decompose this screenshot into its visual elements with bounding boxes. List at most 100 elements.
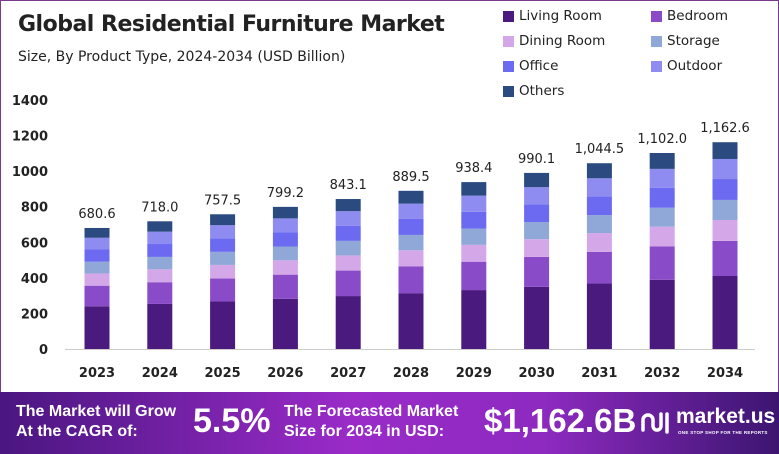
bar-segment-bedroom [272, 274, 298, 299]
y-tick-label: 1000 [12, 165, 48, 180]
bar-segment-outdoor [272, 218, 298, 233]
cagr-label: The Market will Grow At the CAGR of: [16, 402, 176, 442]
data-label-total: 757.5 [204, 193, 241, 208]
bar-segment-office [398, 218, 424, 235]
y-tick-label: 1200 [12, 130, 48, 145]
bar-segment-dining-room [147, 269, 173, 283]
data-label-total: 990.1 [518, 152, 555, 167]
bar-segment-outdoor [524, 187, 550, 205]
cagr-label-line2: At the CAGR of: [16, 423, 138, 440]
chart-title: Global Residential Furniture Market [18, 12, 445, 37]
bar-segment-others [712, 142, 738, 159]
forecast-label-line2: Size for 2034 in USD: [284, 423, 445, 440]
bar-segment-living-room [335, 296, 361, 349]
legend-item: Bedroom [651, 8, 728, 24]
bar-segment-dining-room [461, 244, 487, 262]
bar-segment-dining-room [335, 255, 361, 271]
x-tick-label: 2028 [393, 366, 429, 381]
legend-label: Others [519, 83, 565, 99]
legend-item: Storage [651, 33, 720, 49]
legend-swatch [503, 35, 514, 47]
bar-segment-bedroom [147, 282, 173, 304]
bar-segment-bedroom [649, 246, 675, 280]
bar-segment-dining-room [398, 250, 424, 267]
legend-label: Outdoor [667, 58, 723, 74]
brand-tagline: ONE STOP SHOP FOR THE REPORTS [678, 430, 768, 435]
legend-item: Dining Room [503, 33, 605, 49]
bar-segment-living-room [712, 276, 738, 349]
bar-segment-storage [461, 228, 487, 245]
legend-swatch [503, 60, 514, 72]
bar-segment-living-room [461, 290, 487, 349]
bar-segment-office [461, 211, 487, 229]
bar-segment-storage [335, 240, 361, 256]
bar-segment-living-room [398, 293, 424, 349]
bar-segment-dining-room [586, 233, 612, 252]
bar-segment-outdoor [335, 211, 361, 226]
legend-swatch [651, 35, 662, 47]
x-tick-label: 2025 [205, 366, 241, 381]
bar-segment-bedroom [712, 240, 738, 277]
data-label-total: 799.2 [267, 186, 304, 201]
bar-segment-bedroom [398, 266, 424, 294]
bar-segment-bedroom [524, 256, 550, 287]
legend-item: Office [503, 58, 558, 74]
legend-swatch [651, 60, 662, 72]
bar-segment-storage [398, 234, 424, 251]
bar-segment-storage [84, 261, 110, 274]
data-label-total: 1,162.6 [700, 121, 750, 136]
bar-segment-bedroom [461, 261, 487, 291]
bar-segment-others [586, 163, 612, 179]
bar-segment-office [147, 244, 173, 257]
x-tick-label: 2027 [330, 366, 366, 381]
bar-segment-others [524, 172, 550, 188]
bar-segment-office [524, 204, 550, 223]
bar-segment-others [649, 153, 675, 169]
bar-segment-living-room [84, 306, 110, 349]
data-label-total: 718.0 [141, 200, 178, 215]
bar-segment-others [84, 227, 110, 238]
bar-segment-storage [586, 215, 612, 234]
chart-subtitle: Size, By Product Type, 2024-2034 (USD Bi… [18, 49, 346, 65]
legend-item: Outdoor [651, 58, 722, 74]
bar-segment-others [335, 199, 361, 212]
legend-swatch [503, 10, 514, 22]
x-tick-label: 2023 [79, 366, 115, 381]
bar-segment-outdoor [649, 168, 675, 188]
y-tick-label: 1400 [12, 94, 48, 109]
bar-segment-outdoor [210, 225, 236, 239]
bar-segment-living-room [210, 301, 236, 349]
bar-segment-dining-room [84, 273, 110, 286]
x-tick-label: 2031 [581, 366, 617, 381]
cagr-label-line1: The Market will Grow [16, 403, 177, 420]
brand-name: market.us [676, 405, 776, 428]
forecast-label-line1: The Forecasted Market [284, 403, 459, 420]
bar-segment-outdoor [461, 195, 487, 212]
bar-segment-storage [210, 251, 236, 265]
bar-segment-bedroom [84, 285, 110, 307]
bar-segment-office [272, 232, 298, 247]
y-tick-label: 200 [21, 307, 48, 322]
x-tick-label: 2032 [644, 366, 680, 381]
bar-segment-bedroom [586, 251, 612, 284]
stacked-bar-chart: 0 200 400 600 800 1000 1200 1400 680.6 2023 718.0 2… [12, 94, 755, 381]
legend-swatch [651, 10, 662, 22]
bar-segment-office [586, 196, 612, 216]
bar-segment-others [147, 221, 173, 232]
legend-label: Storage [667, 33, 720, 49]
bar-segment-dining-room [712, 219, 738, 241]
footer-banner: The Market will Grow At the CAGR of: 5.5… [0, 392, 779, 454]
bar-segment-dining-room [649, 226, 675, 247]
y-tick-label: 600 [21, 236, 48, 251]
bar-segment-dining-room [272, 260, 298, 275]
y-tick-label: 400 [21, 272, 48, 287]
bar-segment-living-room [649, 279, 675, 349]
bar-segment-bedroom [335, 270, 361, 297]
bar-segment-storage [272, 246, 298, 261]
data-label-total: 843.1 [330, 178, 367, 193]
data-label-total: 1,102.0 [637, 132, 687, 147]
bar-segment-outdoor [147, 231, 173, 245]
x-tick-label: 2024 [142, 366, 178, 381]
bar-segment-office [712, 179, 738, 200]
market-us-logo-icon [641, 412, 669, 434]
